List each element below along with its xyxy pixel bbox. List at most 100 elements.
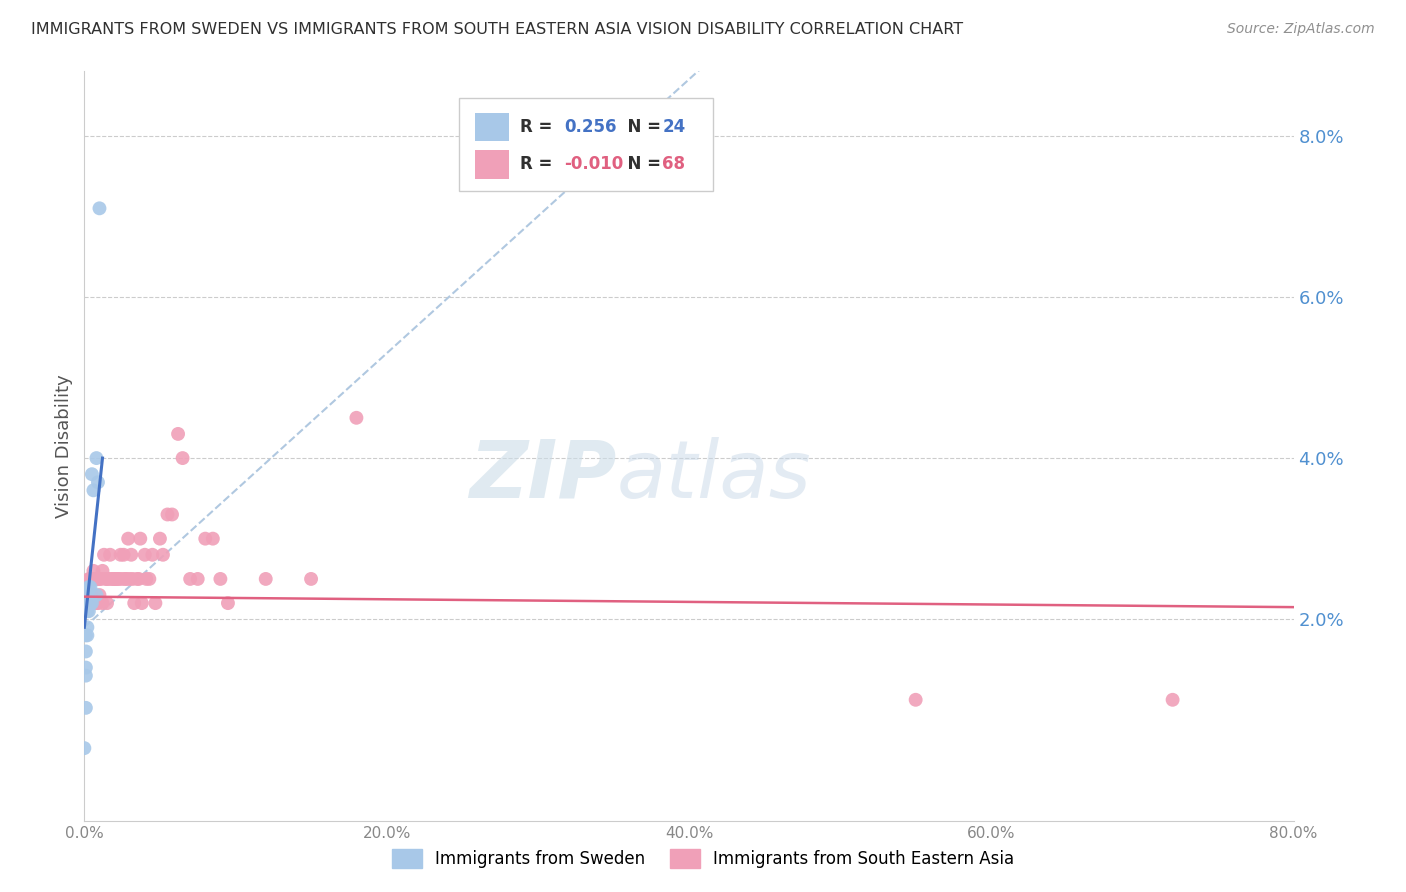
FancyBboxPatch shape [460,97,713,191]
Point [89,588,111,602]
Point [118,572,141,586]
Point [91,564,114,578]
Point [209,572,232,586]
Point [120,548,142,562]
Point [79,580,101,594]
Text: 24: 24 [662,118,686,136]
Text: Source: ZipAtlas.com: Source: ZipAtlas.com [1227,22,1375,37]
Point [77,596,100,610]
Point [187,572,209,586]
Point [86,572,108,586]
Point [299,572,322,586]
Point [201,532,224,546]
Text: N =: N = [616,118,666,136]
Point [122,596,145,610]
Point [145,596,167,610]
Bar [475,112,509,141]
Point [76,596,98,610]
Point [77,596,100,610]
Point [91,596,114,610]
Point [79,588,101,602]
Point [117,532,139,546]
Point [254,572,277,586]
Point [167,426,190,441]
Text: 68: 68 [662,155,685,173]
Point [121,572,143,586]
Point [93,548,115,562]
Point [87,596,110,610]
Point [96,596,118,610]
Point [80,596,103,610]
Point [82,572,104,586]
Point [76,588,98,602]
Point [86,596,108,610]
Point [112,548,135,562]
Point [110,548,132,562]
Text: R =: R = [520,118,558,136]
Point [156,508,179,522]
Point [84,596,107,610]
Point [904,693,927,707]
Point [79,572,101,586]
Point [149,532,172,546]
Point [97,572,120,586]
Point [152,548,174,562]
Point [87,572,110,586]
Point [80,467,103,482]
Point [127,572,149,586]
Point [135,572,157,586]
Point [172,451,194,466]
Point [82,483,104,498]
Point [138,572,160,586]
Point [76,620,98,634]
Point [115,572,138,586]
Point [108,572,131,586]
Point [87,475,110,490]
Point [80,596,103,610]
Point [217,596,239,610]
Point [100,572,122,586]
Point [111,572,134,586]
Point [89,572,111,586]
Point [101,572,124,586]
Point [80,588,103,602]
Text: atlas: atlas [616,437,811,515]
Point [77,580,100,594]
Point [77,572,100,586]
Legend: Immigrants from Sweden, Immigrants from South Eastern Asia: Immigrants from Sweden, Immigrants from … [384,840,1022,877]
Point [75,628,97,642]
Text: ZIP: ZIP [470,437,616,515]
Bar [475,150,509,178]
Point [194,532,217,546]
Point [105,572,128,586]
Point [75,701,97,715]
Point [1161,693,1184,707]
Point [128,572,150,586]
Point [129,532,152,546]
Text: 0.256: 0.256 [564,118,617,136]
Y-axis label: Vision Disability: Vision Disability [55,374,73,518]
Point [79,596,101,610]
Point [131,596,153,610]
Point [82,564,104,578]
Point [84,572,107,586]
Point [76,596,98,610]
Point [73,741,96,756]
Point [179,572,201,586]
Point [94,572,117,586]
Point [98,548,121,562]
Point [107,572,129,586]
Point [75,668,97,682]
Text: N =: N = [616,155,666,173]
Point [76,628,98,642]
Point [86,451,108,466]
Point [346,410,368,425]
Point [75,660,97,674]
Point [77,604,100,618]
Point [96,572,118,586]
Point [114,572,136,586]
Point [76,604,98,618]
Text: IMMIGRANTS FROM SWEDEN VS IMMIGRANTS FROM SOUTH EASTERN ASIA VISION DISABILITY C: IMMIGRANTS FROM SWEDEN VS IMMIGRANTS FRO… [31,22,963,37]
Point [86,588,108,602]
Point [104,572,127,586]
